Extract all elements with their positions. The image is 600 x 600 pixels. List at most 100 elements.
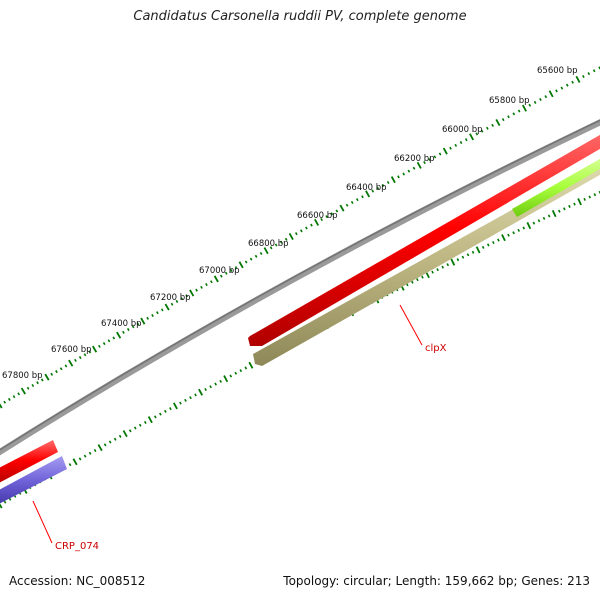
minor-tick [361, 195, 364, 199]
minor-tick [528, 103, 532, 107]
minor-tick [7, 397, 11, 401]
purple-feature-bar[interactable] [0, 456, 67, 506]
tick-label: 66000 bp [442, 125, 483, 135]
minor-tick [539, 98, 542, 102]
minor-tick [438, 152, 442, 156]
minor-tick [78, 457, 82, 461]
major-tick [116, 331, 122, 339]
minor-tick [480, 129, 484, 133]
minor-tick [428, 158, 431, 162]
clpx-feature-bar[interactable] [248, 132, 600, 346]
minor-tick [83, 353, 87, 357]
minor-tick [537, 219, 541, 223]
minor-tick [205, 283, 208, 287]
major-tick [475, 246, 481, 254]
major-tick [68, 359, 74, 367]
minor-tick [179, 401, 182, 405]
minor-tick [59, 367, 63, 371]
major-tick [495, 118, 501, 127]
major-tick [501, 234, 506, 242]
minor-tick [497, 238, 500, 242]
tick-label: 66200 bp [394, 154, 435, 164]
major-tick [238, 261, 244, 269]
minor-tick [386, 180, 390, 185]
minor-tick [492, 240, 495, 245]
minor-tick [481, 245, 485, 249]
minor-tick [159, 412, 162, 416]
tick-label: 67200 bp [150, 293, 191, 303]
minor-tick [189, 396, 192, 400]
minor-tick [542, 216, 546, 220]
major-tick [147, 416, 153, 424]
minor-tick [565, 83, 569, 87]
minor-tick [456, 258, 460, 262]
major-tick [551, 210, 557, 218]
minor-tick [436, 268, 439, 272]
olive-feature-bar[interactable] [253, 158, 600, 366]
minor-tick [397, 175, 400, 179]
minor-tick [269, 246, 273, 250]
minor-tick [40, 378, 44, 382]
minor-tick [431, 270, 434, 274]
green-feature-bar[interactable] [512, 156, 600, 217]
minor-tick [102, 342, 106, 346]
minor-tick [234, 266, 238, 270]
minor-tick [55, 370, 58, 374]
minor-tick [583, 197, 586, 201]
minor-tick [507, 233, 510, 237]
major-tick [20, 387, 26, 395]
minor-tick [143, 420, 147, 424]
minor-tick [350, 200, 354, 204]
minor-tick [3, 500, 7, 504]
minor-tick [88, 350, 92, 354]
minor-tick [118, 434, 122, 438]
minor-tick [587, 72, 591, 76]
major-tick [72, 458, 78, 466]
minor-tick [131, 325, 135, 329]
minor-tick [204, 387, 207, 392]
minor-tick [164, 409, 167, 413]
minor-tick [50, 372, 54, 376]
minor-tick [234, 371, 238, 375]
minor-tick [320, 217, 323, 222]
minor-tick [74, 358, 77, 362]
clpx-label[interactable]: clpX [425, 343, 447, 354]
minor-tick [588, 195, 592, 199]
minor-tick [184, 398, 187, 402]
minor-tick [560, 86, 564, 90]
minor-tick [547, 214, 551, 218]
minor-tick [156, 311, 159, 315]
minor-tick [249, 257, 253, 261]
minor-tick [411, 280, 414, 284]
genome-summary-text: Topology: circular; Length: 159,662 bp; … [283, 574, 590, 588]
minor-tick [300, 229, 303, 233]
minor-tick [209, 385, 212, 389]
minor-tick [421, 275, 424, 279]
tick-label: 67400 bp [101, 319, 142, 329]
crp074-label[interactable]: CRP_074 [55, 541, 99, 552]
minor-tick [154, 415, 157, 419]
crp074-leader-line [32, 500, 53, 544]
major-tick [172, 402, 178, 410]
minor-tick [239, 369, 243, 373]
accession-text: Accession: NC_008512 [9, 574, 146, 588]
minor-tick [284, 237, 288, 241]
minor-tick [219, 274, 223, 278]
crp074-feature-bar[interactable] [0, 440, 58, 485]
major-tick [92, 345, 98, 353]
major-tick [223, 375, 229, 383]
minor-tick [416, 278, 419, 282]
minor-tick [229, 268, 233, 272]
minor-tick [376, 186, 380, 190]
minor-tick [254, 254, 258, 258]
minor-tick [78, 356, 82, 360]
minor-tick [381, 183, 385, 187]
tick-label: 67600 bp [51, 345, 92, 355]
major-tick [248, 361, 254, 369]
minor-tick [128, 429, 132, 433]
minor-tick [113, 437, 117, 441]
minor-tick [112, 336, 116, 340]
minor-tick [180, 297, 184, 301]
minor-tick [146, 316, 150, 320]
